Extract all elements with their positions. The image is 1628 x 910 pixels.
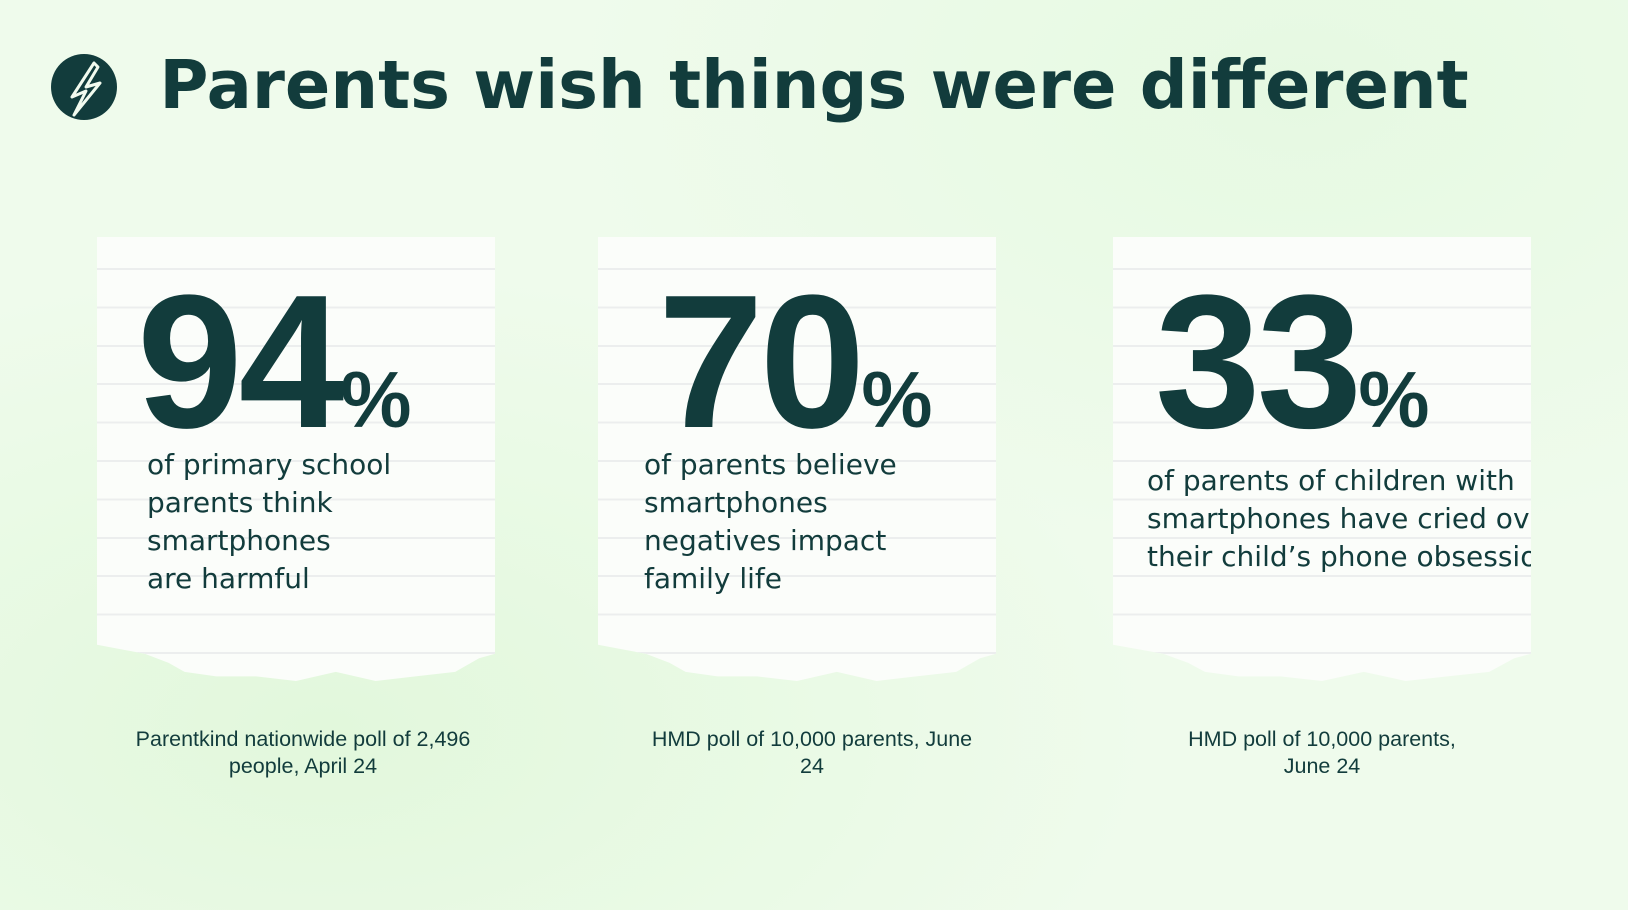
stat-card-1: 94 % of primary school parents think sma…: [97, 237, 495, 681]
desc-line: smartphones: [147, 524, 331, 557]
stat-unit: %: [340, 355, 412, 444]
desc-line: smartphones have cried over: [1147, 502, 1559, 535]
page-title: Parents wish things were different: [159, 46, 1469, 124]
stat-source: HMD poll of 10,000 parents, June 24: [1188, 727, 1456, 778]
stat-source: Parentkind nationwide poll of 2,496 peop…: [135, 727, 471, 778]
stat-number: 70: [658, 256, 865, 468]
desc-line: are harmful: [147, 562, 310, 595]
stat-description: of parents of children with smartphones …: [1147, 462, 1559, 576]
desc-line: of parents of children with: [1147, 464, 1515, 497]
stat-value: 94 %: [137, 267, 411, 457]
desc-line: their child’s phone obsession: [1147, 540, 1556, 573]
stat-number: 94: [137, 256, 344, 468]
desc-line: parents think: [147, 486, 333, 519]
stat-value: 70 %: [658, 267, 932, 457]
desc-line: smartphones: [644, 486, 828, 519]
stat-number: 33: [1155, 256, 1362, 468]
lightning-bolt-icon: [50, 53, 118, 121]
desc-line: family life: [644, 562, 782, 595]
desc-line: of parents believe: [644, 448, 897, 481]
stat-description: of primary school parents think smartpho…: [147, 446, 391, 598]
stat-source: HMD poll of 10,000 parents, June 24: [651, 727, 973, 778]
stat-card-3: 33 % of parents of children with smartph…: [1113, 237, 1531, 681]
stat-value: 33 %: [1155, 267, 1429, 457]
stat-card-2: 70 % of parents believe smartphones nega…: [598, 237, 996, 681]
stat-description: of parents believe smartphones negatives…: [644, 446, 897, 598]
desc-line: of primary school: [147, 448, 392, 481]
stat-unit: %: [861, 355, 933, 444]
desc-line: negatives impact: [644, 524, 887, 557]
stat-unit: %: [1358, 355, 1430, 444]
